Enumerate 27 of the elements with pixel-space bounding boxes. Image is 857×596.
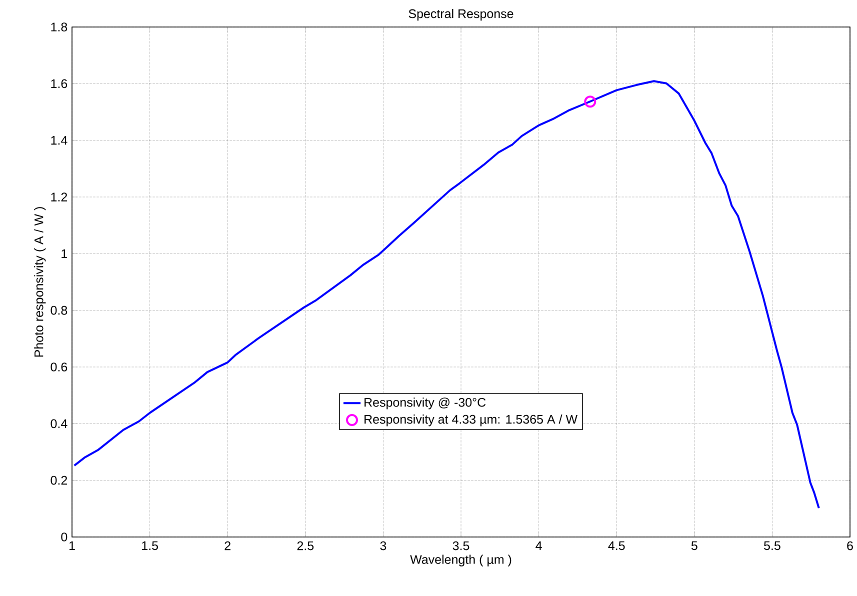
y-tick-label: 1.4: [51, 136, 68, 145]
chart-title: Spectral Response: [408, 8, 514, 21]
x-tick-label: 1.5: [142, 541, 158, 550]
y-tick-label: 0.6: [50, 362, 68, 372]
x-tick-label: 4: [536, 541, 542, 550]
legend-label: Responsivity at 4.33 µm: 1.5365 A / W: [364, 414, 578, 426]
x-tick-label: 6: [847, 541, 853, 550]
y-tick-label: 0.2: [50, 476, 68, 485]
y-tick-label: 1: [62, 249, 68, 258]
y-tick-label: 1.6: [51, 79, 68, 88]
y-tick-label: 0.4: [50, 419, 68, 428]
x-tick-label: 5.5: [764, 541, 780, 550]
x-tick-label: 3: [380, 541, 386, 550]
y-tick-label: 0: [61, 532, 68, 542]
line-series: [73, 80, 820, 510]
x-tick-label: 2: [224, 541, 230, 550]
x-tick-label: 4.5: [608, 541, 625, 550]
x-tick-label: 1: [69, 541, 75, 550]
x-tick-label: 3.5: [452, 541, 470, 550]
y-axis-title: Photo responsivity ( A / W ): [34, 207, 46, 357]
x-axis-title: Wavelength ( µm ): [410, 554, 512, 566]
y-tick-label: 1.8: [51, 22, 68, 32]
x-tick-label: 5: [691, 541, 698, 550]
y-tick-label: 1.2: [51, 192, 68, 202]
x-tick-label: 2.5: [297, 541, 314, 550]
legend-label: Responsivity @ -30°C: [364, 398, 486, 410]
y-tick-label: 0.8: [50, 306, 68, 315]
